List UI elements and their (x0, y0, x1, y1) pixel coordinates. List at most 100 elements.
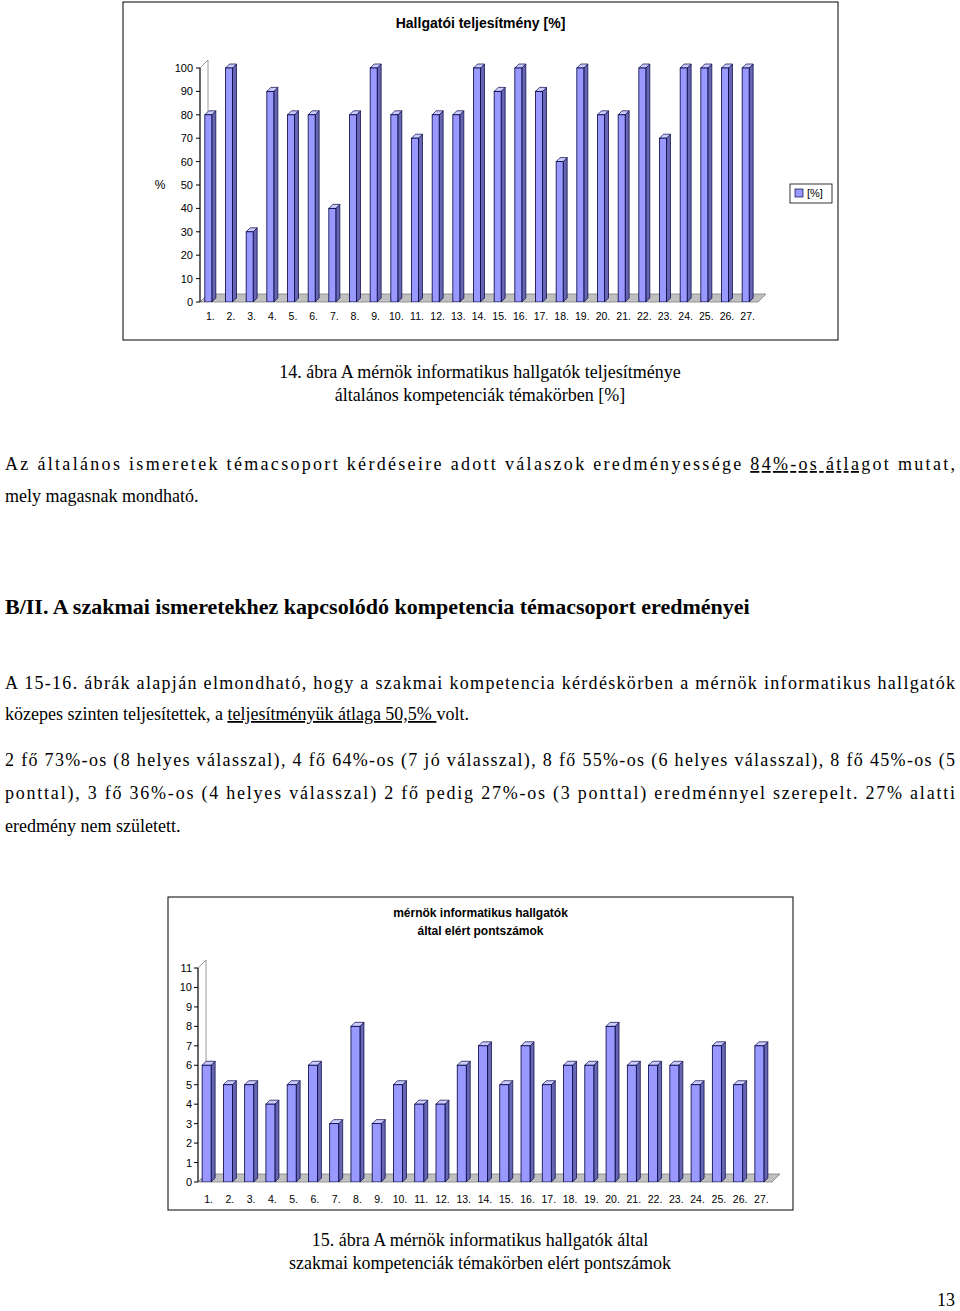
x-tick-label: 26. (720, 310, 735, 322)
bar-top (393, 1081, 406, 1085)
bar-top (577, 64, 588, 68)
bar (412, 138, 419, 302)
bar-top (701, 64, 712, 68)
bar-side (509, 1081, 513, 1182)
bar-side (211, 1061, 215, 1182)
bar-top (755, 1042, 768, 1046)
bar-side (253, 228, 257, 302)
bar-top (564, 1061, 577, 1065)
x-tick-label: 18. (554, 310, 569, 322)
y-tick-label: 0 (186, 1176, 192, 1188)
page: Hallgatói teljesítmény [%]01020304050607… (0, 0, 960, 1311)
x-tick-label: 25. (712, 1193, 727, 1205)
y-tick (196, 278, 200, 279)
bar (598, 115, 605, 302)
figure-caption: 15. ábra A mérnök informatikus hallgatók… (312, 1230, 648, 1250)
x-tick-label: 21. (627, 1193, 642, 1205)
text-segment: A 15-16. ábrák alapján elmondható, hogy … (5, 673, 955, 693)
y-tick-label: 20 (181, 249, 193, 261)
bar (202, 1065, 211, 1182)
bar-top (649, 1061, 662, 1065)
bar-side (749, 64, 753, 302)
bar-side (275, 1100, 279, 1182)
bar-side (667, 134, 671, 302)
bar (701, 68, 708, 302)
x-tick-label: 5. (289, 1193, 298, 1205)
bar-top (372, 1120, 385, 1124)
bar (712, 1046, 721, 1182)
y-tick (196, 185, 200, 186)
bar (680, 68, 687, 302)
bars (202, 1022, 768, 1182)
paragraph-line: A 15-16. ábrák alapján elmondható, hogy … (5, 673, 955, 693)
bar (457, 1065, 466, 1182)
x-tick-label: 11. (410, 310, 424, 322)
bar-side (488, 1042, 492, 1182)
x-tick-label: 6. (309, 310, 318, 322)
x-tick-label: 8. (353, 1193, 362, 1205)
x-tick-label: 4. (268, 310, 277, 322)
bar-side (543, 87, 547, 302)
bar (266, 1104, 275, 1182)
bar-top (370, 64, 381, 68)
y-tick-label: 100 (175, 62, 193, 74)
legend-label: [%] (807, 187, 823, 199)
bar-top (500, 1081, 513, 1085)
bar (627, 1065, 636, 1182)
bar (536, 91, 543, 302)
bar (391, 115, 398, 302)
bar-top (691, 1081, 704, 1085)
y-tick-label: 11 (181, 962, 192, 974)
section-heading: B/II. A szakmai ismeretekhez kapcsolódó … (5, 594, 750, 619)
chart-title: mérnök informatikus hallgatókáltal elért… (393, 906, 568, 938)
bar (722, 68, 729, 302)
x-tick-label: 20. (605, 1193, 620, 1205)
bar-top (223, 1081, 236, 1085)
x-tick-label: 2. (226, 1193, 235, 1205)
x-tick-label: 16. (513, 310, 528, 322)
bar-side (317, 1061, 321, 1182)
bar (556, 162, 563, 302)
bar (494, 91, 501, 302)
bar-side (357, 111, 361, 302)
x-tick-label: 9. (374, 1193, 383, 1205)
x-tick-label: 4. (268, 1193, 277, 1205)
x-tick-label: 22. (648, 1193, 663, 1205)
bar-top (329, 204, 340, 208)
title-line: által elért pontszámok (417, 924, 543, 938)
bar-top (202, 1061, 215, 1065)
text-segment: ot mutat, (873, 454, 955, 474)
y-tick (196, 302, 200, 303)
bar-top (412, 134, 423, 138)
x-tick-label: 24. (690, 1193, 705, 1205)
legend-box (790, 184, 832, 203)
paragraph-line: Az általános ismeretek témacsoport kérdé… (5, 454, 955, 474)
x-tick-label: 12. (430, 310, 445, 322)
bar-side (721, 1042, 725, 1182)
text-segment: közepes szinten teljesítettek, a (5, 704, 227, 724)
y-tick (194, 1143, 198, 1144)
bar (223, 1085, 232, 1182)
bar-side (295, 111, 299, 302)
bar-side (625, 111, 629, 302)
bar-top (542, 1081, 555, 1085)
bar-side (460, 111, 464, 302)
bar-top (474, 64, 485, 68)
bar-top (536, 87, 547, 91)
bar-side (232, 1081, 236, 1182)
y-tick (196, 208, 200, 209)
bar-side (729, 64, 733, 302)
x-tick-label: 1. (204, 1193, 213, 1205)
y-tick (194, 1045, 198, 1046)
bar-side (315, 111, 319, 302)
y-tick (196, 161, 200, 162)
bar-side (402, 1081, 406, 1182)
x-tick-label: 18. (563, 1193, 578, 1205)
bar-side (679, 1061, 683, 1182)
bar (205, 115, 212, 302)
x-tick-label: 27. (740, 310, 755, 322)
y-tick (196, 91, 200, 92)
bar (370, 68, 377, 302)
bar-top (479, 1042, 492, 1046)
y-axis-label: % (155, 178, 166, 192)
